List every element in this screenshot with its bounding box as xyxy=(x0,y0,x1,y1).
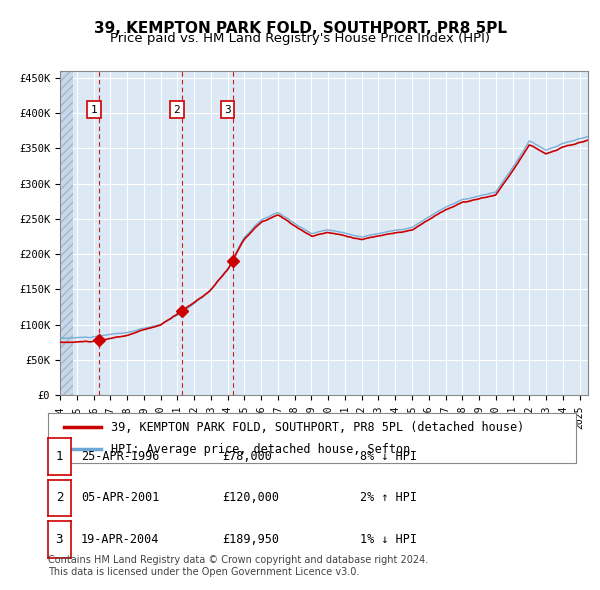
Text: Contains HM Land Registry data © Crown copyright and database right 2024.
This d: Contains HM Land Registry data © Crown c… xyxy=(48,555,428,577)
Text: 1: 1 xyxy=(91,104,97,114)
Text: 1: 1 xyxy=(56,450,63,463)
Text: £78,000: £78,000 xyxy=(222,450,272,463)
Text: Price paid vs. HM Land Registry's House Price Index (HPI): Price paid vs. HM Land Registry's House … xyxy=(110,32,490,45)
Text: 05-APR-2001: 05-APR-2001 xyxy=(81,491,160,504)
Text: 25-APR-1996: 25-APR-1996 xyxy=(81,450,160,463)
Text: 3: 3 xyxy=(224,104,231,114)
Text: 2: 2 xyxy=(173,104,180,114)
Text: 2% ↑ HPI: 2% ↑ HPI xyxy=(360,491,417,504)
Bar xyxy=(60,71,73,395)
Text: 8% ↓ HPI: 8% ↓ HPI xyxy=(360,450,417,463)
Text: £120,000: £120,000 xyxy=(222,491,279,504)
Text: 1% ↓ HPI: 1% ↓ HPI xyxy=(360,533,417,546)
Text: £189,950: £189,950 xyxy=(222,533,279,546)
Text: 19-APR-2004: 19-APR-2004 xyxy=(81,533,160,546)
Text: 39, KEMPTON PARK FOLD, SOUTHPORT, PR8 5PL: 39, KEMPTON PARK FOLD, SOUTHPORT, PR8 5P… xyxy=(94,21,506,35)
Text: 2: 2 xyxy=(56,491,63,504)
Text: 3: 3 xyxy=(56,533,63,546)
Text: HPI: Average price, detached house, Sefton: HPI: Average price, detached house, Seft… xyxy=(112,442,410,455)
Bar xyxy=(60,71,73,395)
Text: 39, KEMPTON PARK FOLD, SOUTHPORT, PR8 5PL (detached house): 39, KEMPTON PARK FOLD, SOUTHPORT, PR8 5P… xyxy=(112,421,524,434)
